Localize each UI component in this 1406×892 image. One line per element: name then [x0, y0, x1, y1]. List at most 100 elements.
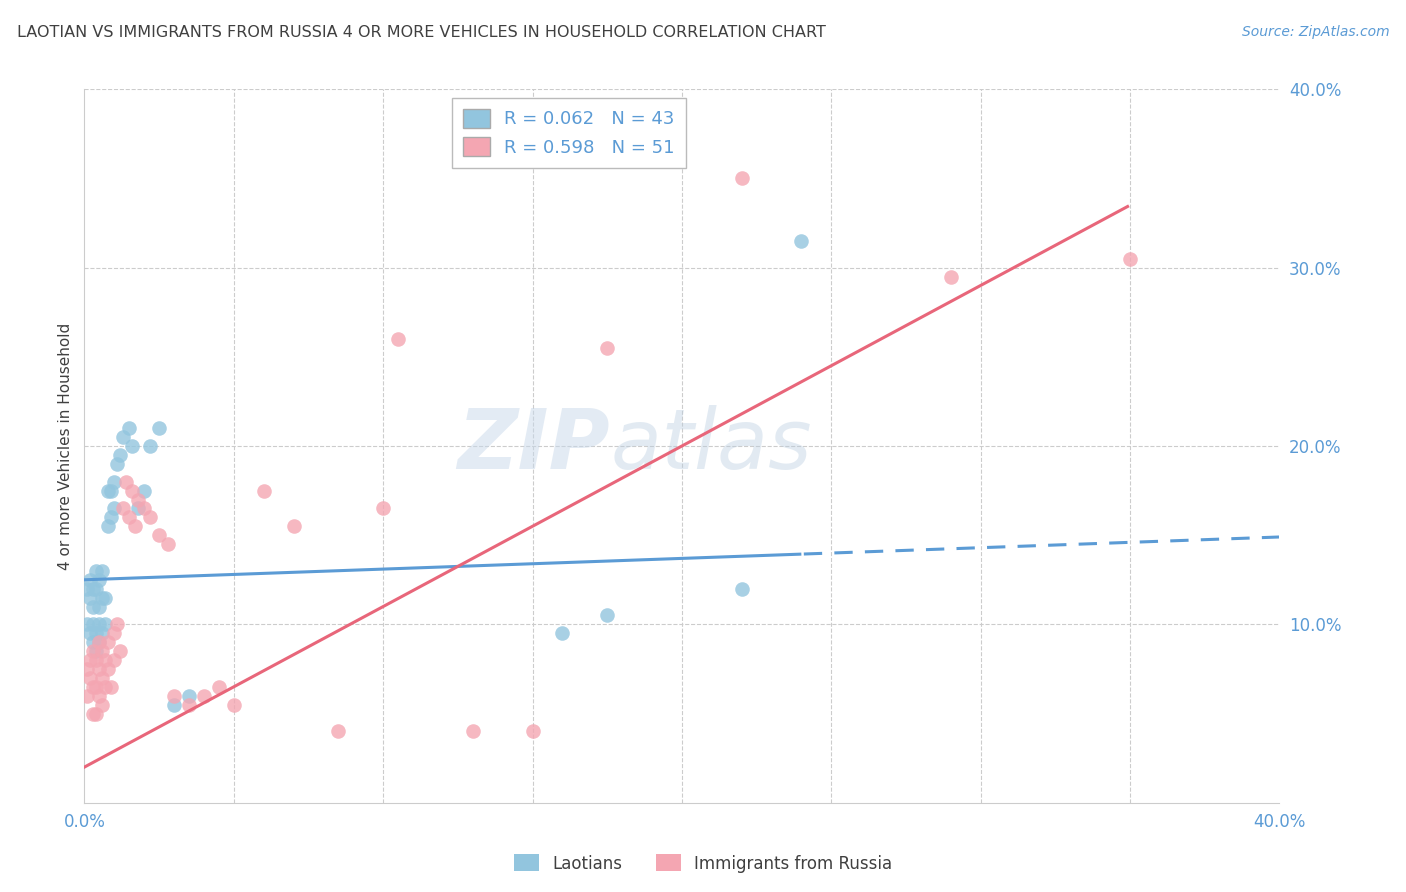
Point — [86, 564, 108, 578]
Point — [115, 475, 138, 489]
Point — [118, 510, 141, 524]
Point — [89, 635, 111, 649]
Point — [121, 483, 143, 498]
Point — [790, 234, 813, 248]
Point — [89, 599, 111, 614]
Text: Source: ZipAtlas.com: Source: ZipAtlas.com — [1241, 25, 1389, 39]
Point — [76, 662, 98, 676]
Point — [103, 626, 125, 640]
Point — [461, 724, 484, 739]
Point — [731, 582, 754, 596]
Point — [132, 483, 156, 498]
Point — [91, 698, 114, 712]
Point — [94, 680, 117, 694]
Point — [105, 617, 128, 632]
Point — [91, 591, 114, 605]
Point — [76, 689, 98, 703]
Point — [91, 564, 114, 578]
Point — [103, 475, 125, 489]
Point — [82, 706, 104, 721]
Point — [124, 519, 146, 533]
Point — [139, 439, 162, 453]
Point — [132, 501, 156, 516]
Point — [177, 698, 200, 712]
Point — [596, 608, 619, 623]
Point — [127, 501, 149, 516]
Point — [91, 671, 114, 685]
Point — [79, 653, 101, 667]
Point — [89, 662, 111, 676]
Point — [76, 582, 98, 596]
Point — [91, 644, 114, 658]
Point — [110, 644, 132, 658]
Y-axis label: 4 or more Vehicles in Household: 4 or more Vehicles in Household — [58, 322, 73, 570]
Point — [97, 519, 120, 533]
Point — [222, 698, 245, 712]
Point — [86, 653, 108, 667]
Point — [79, 591, 101, 605]
Point — [112, 430, 135, 444]
Text: LAOTIAN VS IMMIGRANTS FROM RUSSIA 4 OR MORE VEHICLES IN HOUSEHOLD CORRELATION CH: LAOTIAN VS IMMIGRANTS FROM RUSSIA 4 OR M… — [17, 25, 825, 40]
Point — [148, 421, 170, 435]
Point — [82, 635, 104, 649]
Point — [89, 689, 111, 703]
Point — [79, 573, 101, 587]
Point — [94, 591, 117, 605]
Point — [100, 510, 122, 524]
Point — [82, 599, 104, 614]
Point — [86, 626, 108, 640]
Point — [112, 501, 135, 516]
Point — [82, 680, 104, 694]
Point — [522, 724, 544, 739]
Legend: R = 0.062   N = 43, R = 0.598   N = 51: R = 0.062 N = 43, R = 0.598 N = 51 — [451, 98, 686, 168]
Point — [94, 653, 117, 667]
Legend: Laotians, Immigrants from Russia: Laotians, Immigrants from Russia — [508, 847, 898, 880]
Point — [76, 617, 98, 632]
Point — [1119, 252, 1142, 266]
Point — [89, 617, 111, 632]
Point — [86, 582, 108, 596]
Point — [91, 626, 114, 640]
Point — [596, 341, 619, 355]
Point — [387, 332, 409, 346]
Point — [79, 671, 101, 685]
Point — [373, 501, 395, 516]
Point — [79, 626, 101, 640]
Point — [103, 501, 125, 516]
Point — [208, 680, 231, 694]
Point — [89, 635, 111, 649]
Point — [253, 483, 276, 498]
Point — [118, 421, 141, 435]
Point — [94, 617, 117, 632]
Point — [157, 537, 180, 551]
Point — [97, 662, 120, 676]
Text: atlas: atlas — [610, 406, 811, 486]
Point — [86, 680, 108, 694]
Point — [139, 510, 162, 524]
Point — [82, 582, 104, 596]
Point — [100, 483, 122, 498]
Point — [939, 269, 962, 284]
Point — [193, 689, 215, 703]
Point — [163, 689, 186, 703]
Point — [105, 457, 128, 471]
Point — [121, 439, 143, 453]
Point — [731, 171, 754, 186]
Point — [82, 644, 104, 658]
Point — [127, 492, 149, 507]
Point — [551, 626, 574, 640]
Point — [177, 689, 200, 703]
Point — [86, 644, 108, 658]
Point — [97, 483, 120, 498]
Text: ZIP: ZIP — [457, 406, 610, 486]
Point — [82, 617, 104, 632]
Point — [163, 698, 186, 712]
Point — [86, 706, 108, 721]
Point — [97, 635, 120, 649]
Point — [283, 519, 305, 533]
Point — [89, 573, 111, 587]
Point — [148, 528, 170, 542]
Point — [328, 724, 350, 739]
Point — [100, 680, 122, 694]
Point — [110, 448, 132, 462]
